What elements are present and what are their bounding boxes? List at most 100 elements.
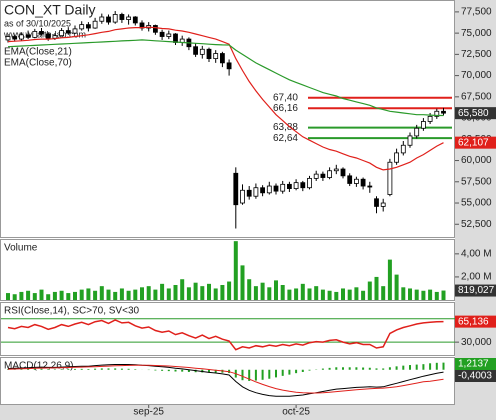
volume-bar	[180, 279, 185, 300]
candle-body	[260, 187, 266, 194]
candle-body	[266, 185, 272, 194]
panel-title: Volume	[4, 243, 38, 254]
candle-body	[360, 178, 366, 187]
volume-bar	[253, 286, 258, 300]
candle-body	[367, 185, 373, 188]
legend-entry: EMA(Close,21)	[4, 47, 72, 58]
macd-histogram-bar	[114, 368, 117, 370]
volume-bar	[307, 288, 312, 300]
candle-body	[39, 31, 44, 35]
macd-histogram-bar	[208, 369, 210, 373]
candle-body	[206, 48, 212, 60]
volume-bar	[227, 281, 232, 300]
macd-histogram-bar	[60, 369, 63, 370]
volume-bar	[367, 281, 372, 300]
macd-histogram-bar	[94, 368, 97, 370]
y-tick-label: 70,000	[461, 70, 492, 81]
volume-bar	[434, 291, 439, 300]
volume-bar	[6, 293, 10, 300]
macd-frame	[0, 357, 455, 405]
volume-bar	[428, 289, 433, 300]
volume-bar	[394, 274, 399, 300]
candle-body	[333, 168, 339, 172]
volume-bar	[421, 290, 426, 300]
macd-histogram-bar	[74, 368, 76, 370]
volume-bar	[327, 290, 332, 300]
legend-entry: EMA(Close,70)	[4, 58, 72, 69]
volume-bar	[274, 280, 278, 300]
candle-body	[86, 24, 91, 29]
macd-histogram-bar	[382, 368, 385, 370]
macd-histogram-bar	[295, 369, 298, 374]
candle-body	[387, 161, 393, 195]
candle-body	[193, 46, 199, 55]
macd-histogram-bar	[301, 369, 304, 372]
volume-bar	[220, 285, 225, 300]
volume-bar	[381, 286, 386, 300]
candle-body	[79, 24, 85, 30]
candle-body	[280, 183, 286, 192]
y-tick-label: 2,00 M	[461, 272, 492, 283]
candle-body	[152, 25, 158, 33]
candle-body	[32, 31, 38, 38]
last-value-label: -0,4003	[458, 371, 492, 382]
macd-histogram-bar	[181, 369, 184, 372]
macd-histogram-bar	[308, 369, 311, 371]
last-value-label: 62,107	[458, 137, 489, 148]
volume-bar	[133, 289, 138, 300]
volume-bar	[106, 289, 111, 300]
candle-body	[159, 31, 165, 37]
volume-bar	[247, 279, 252, 300]
panel-title: MACD(12,26,9)	[4, 361, 73, 372]
candle-body	[407, 135, 413, 146]
macd-histogram-bar	[275, 369, 277, 378]
macd-histogram-bar	[40, 368, 43, 370]
candle-body	[65, 30, 71, 34]
volume-bar	[314, 286, 319, 300]
candle-body	[420, 121, 426, 129]
macd-histogram-bar	[20, 368, 23, 370]
candle-body	[219, 53, 225, 64]
macd-histogram-bar	[409, 365, 411, 370]
candle-body	[307, 177, 312, 189]
candle-body	[327, 170, 333, 178]
volume-bar	[12, 294, 17, 300]
macd-histogram-bar	[375, 368, 378, 370]
y-tick-label: 72,500	[461, 49, 492, 60]
candle-body	[293, 182, 299, 189]
candle-body	[213, 53, 219, 60]
candle-body	[99, 16, 105, 22]
candle-body	[313, 173, 319, 179]
candle-body	[226, 62, 232, 70]
y-tick-label: 75,000	[461, 28, 492, 39]
volume-bar	[93, 290, 98, 300]
panel-frames	[0, 0, 455, 405]
macd-histogram-bar	[388, 367, 391, 370]
volume-bar	[173, 285, 178, 300]
candle-body	[112, 14, 118, 23]
volume-bar	[66, 293, 71, 300]
macd-histogram-bar	[87, 369, 90, 370]
macd-histogram-bar	[161, 369, 164, 371]
volume-bar	[19, 291, 24, 300]
volume-bar	[414, 289, 419, 300]
macd-histogram-bar	[261, 369, 264, 380]
volume-bar	[387, 259, 392, 300]
volume-bar	[341, 288, 345, 300]
macd-histogram-bar	[120, 368, 123, 370]
candle-body	[434, 110, 440, 117]
volume-bar	[374, 276, 379, 300]
volume-bar	[73, 291, 77, 300]
macd-histogram-bar	[321, 368, 324, 370]
level-label: 67,40	[273, 92, 298, 103]
macd-histogram-bar	[67, 369, 70, 370]
volume-bar	[146, 286, 151, 300]
y-tick-label: 60,000	[461, 155, 492, 166]
y-tick-label: 4,00 M	[461, 248, 492, 259]
macd-histogram-bar	[214, 369, 217, 373]
volume-bar	[140, 287, 144, 300]
volume-bar	[59, 290, 64, 300]
macd-histogram-bar	[395, 366, 398, 370]
macd-histogram-bar	[368, 367, 371, 370]
candle-body	[119, 14, 125, 20]
